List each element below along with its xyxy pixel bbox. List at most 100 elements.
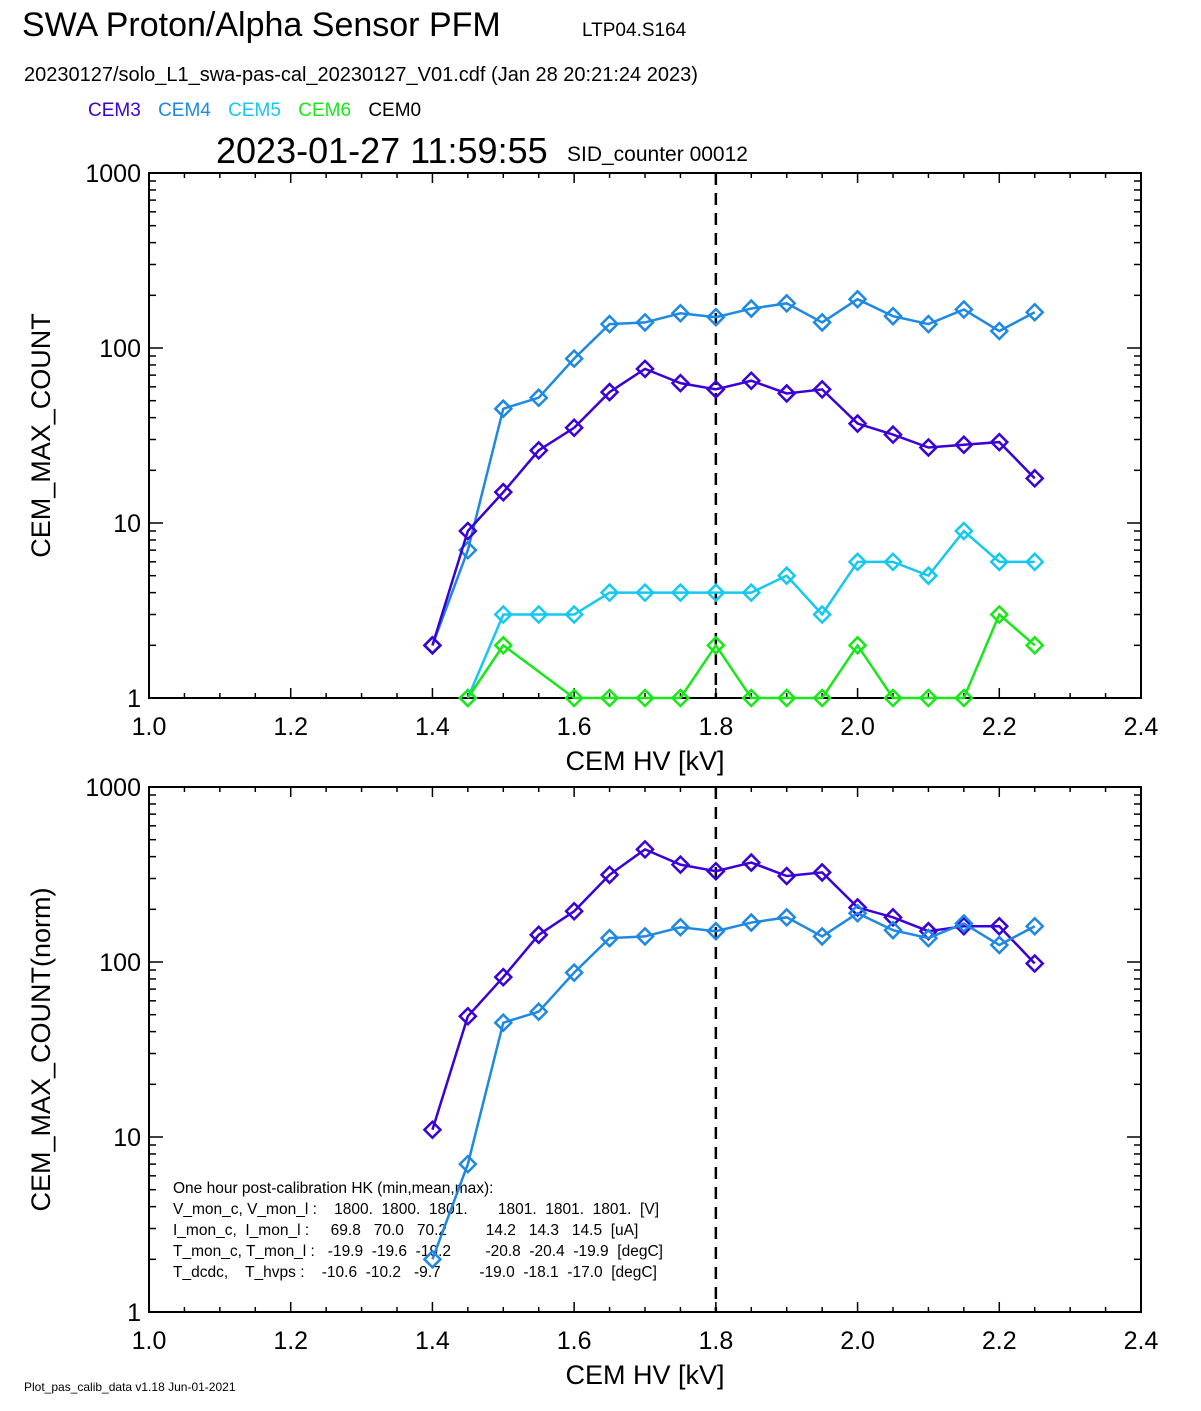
- data-point: [812, 688, 832, 708]
- timestamp: 2023-01-27 11:59:55: [216, 130, 548, 171]
- sensor-id-label: LTP04.S164: [582, 20, 687, 41]
- x-tick-label: 1.0: [132, 713, 167, 741]
- data-point: [847, 903, 868, 923]
- data-point: [670, 373, 691, 393]
- data-point: [528, 604, 549, 625]
- data-point: [954, 916, 974, 937]
- y-axis-label: CEM_MAX_COUNT(norm): [26, 887, 56, 1211]
- data-point: [564, 348, 584, 369]
- x-tick-label: 2.2: [982, 1327, 1017, 1355]
- data-point: [458, 688, 478, 708]
- data-point: [1024, 916, 1045, 937]
- data-point: [776, 293, 797, 314]
- hk-annotation-line: One hour post-calibration HK (min,mean,m…: [173, 1180, 493, 1197]
- x-axis-label: CEM HV [kV]: [565, 1360, 724, 1390]
- hk-annotation-line: I_mon_c, I_mon_l : 69.8 70.0 70.2 14.2 1…: [173, 1222, 638, 1239]
- data-point: [741, 912, 762, 933]
- data-point: [635, 312, 655, 333]
- data-point: [528, 440, 549, 461]
- data-point: [635, 688, 655, 708]
- y-tick-label: 1: [127, 1299, 141, 1327]
- data-point: [776, 383, 797, 404]
- data-point: [812, 926, 832, 947]
- series-cem6: [458, 604, 1045, 708]
- data-point: [883, 688, 903, 708]
- legend-item-cem5: CEM5: [228, 100, 281, 121]
- legend-item-cem4: CEM4: [158, 100, 211, 121]
- hk-annotation-line: T_mon_c, T_mon_l : -19.9 -19.6 -19.2 -20…: [173, 1243, 663, 1260]
- x-tick-label: 1.2: [273, 713, 308, 741]
- data-point: [493, 604, 514, 625]
- data-point: [599, 928, 620, 948]
- data-point: [564, 418, 584, 438]
- data-point: [741, 688, 762, 708]
- data-point: [954, 913, 974, 934]
- data-point: [528, 925, 549, 945]
- data-point: [458, 521, 478, 541]
- y-tick-label: 1: [127, 685, 141, 713]
- data-point: [918, 688, 939, 708]
- y-tick-label: 100: [99, 335, 141, 363]
- data-point: [564, 962, 584, 983]
- data-point: [635, 582, 655, 603]
- data-point: [599, 865, 620, 885]
- page-title: SWA Proton/Alpha Sensor PFM: [22, 6, 501, 44]
- data-point: [706, 921, 726, 941]
- x-tick-label: 2.4: [1124, 713, 1159, 741]
- data-point: [706, 582, 726, 603]
- data-point: [812, 312, 832, 333]
- x-tick-label: 1.2: [273, 1327, 308, 1355]
- x-tick-label: 2.0: [840, 713, 875, 741]
- data-point: [706, 307, 726, 327]
- legend-item-cem6: CEM6: [298, 100, 352, 121]
- data-point: [847, 552, 868, 572]
- data-point: [706, 635, 726, 656]
- series-cem3: [422, 839, 1045, 1140]
- data-point: [883, 920, 903, 940]
- data-point: [776, 866, 797, 886]
- data-point: [493, 482, 514, 502]
- data-point: [847, 289, 868, 309]
- data-point: [989, 432, 1010, 452]
- plot-frame: [148, 172, 1142, 699]
- data-point: [458, 1154, 478, 1174]
- data-point: [635, 359, 655, 379]
- x-tick-label: 1.6: [557, 713, 592, 741]
- data-point: [493, 398, 514, 419]
- data-point: [918, 928, 939, 948]
- data-point: [564, 901, 584, 922]
- y-tick-label: 1000: [85, 774, 141, 802]
- data-point: [741, 852, 762, 873]
- data-point: [776, 688, 797, 708]
- x-axis-label: CEM HV [kV]: [565, 746, 724, 776]
- series-cem4: [422, 289, 1045, 656]
- data-point: [564, 688, 584, 708]
- data-point: [493, 635, 514, 656]
- data-point: [528, 1001, 549, 1022]
- data-point: [599, 314, 620, 334]
- series-cem3: [422, 359, 1045, 656]
- hk-annotation-line: V_mon_c, V_mon_l : 1800. 1800. 1801. 180…: [173, 1201, 659, 1218]
- series-cem4: [422, 903, 1045, 1270]
- x-tick-label: 1.4: [415, 713, 450, 741]
- x-tick-label: 1.8: [698, 1327, 733, 1355]
- data-point: [422, 1119, 443, 1140]
- data-point: [989, 916, 1010, 937]
- data-point: [1024, 953, 1045, 974]
- footer-version: Plot_pas_calib_data v1.18 Jun-01-2021: [24, 1380, 236, 1394]
- legend: CEM3 CEM4 CEM5 CEM6 CEM0: [88, 100, 433, 122]
- data-point: [883, 424, 903, 445]
- data-point: [812, 604, 832, 625]
- series-line: [466, 612, 1036, 700]
- data-point: [635, 926, 655, 947]
- data-point: [883, 907, 903, 928]
- data-point: [1024, 635, 1045, 656]
- data-point: [741, 298, 762, 319]
- data-point: [847, 897, 868, 918]
- series-line: [466, 529, 1035, 699]
- data-point: [918, 565, 939, 586]
- data-point: [989, 604, 1010, 625]
- x-tick-label: 1.4: [415, 1327, 450, 1355]
- data-point: [918, 437, 939, 458]
